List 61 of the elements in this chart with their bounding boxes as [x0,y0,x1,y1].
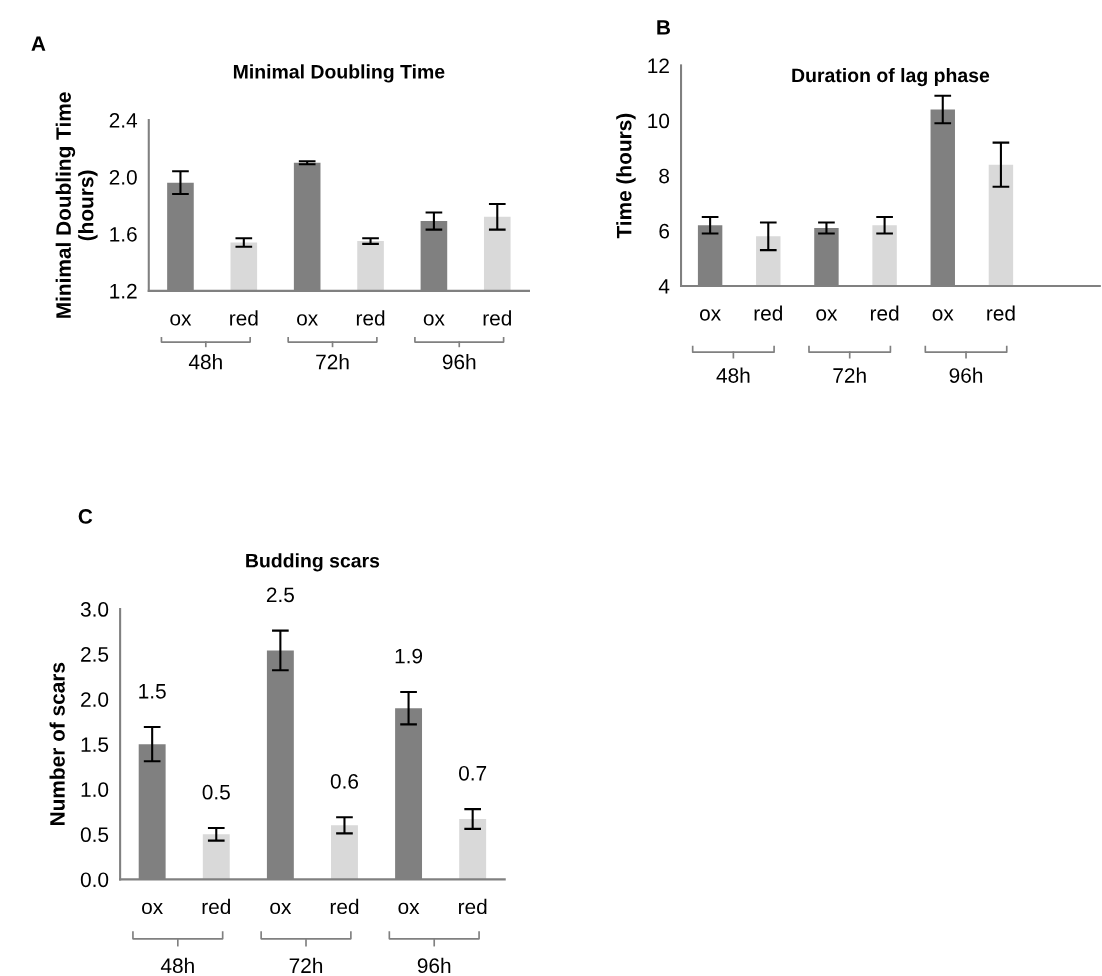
y-tick-label: 1.0 [81,782,109,798]
y-tick-label: 1.2 [110,283,137,299]
x-tick-label: ox [270,902,292,915]
y-tick-label: 2.5 [81,647,109,662]
text: B [657,20,671,35]
y-axis-title: Minimal Doubling Time (hours) [55,92,98,318]
y-tick-label: 12 [648,58,669,73]
data-label: 0.5 [202,784,230,800]
x-tick-label: ox [816,309,838,321]
y-tick-label: 4 [658,279,670,294]
x-tick-label: red [330,898,359,915]
text: C [78,509,93,524]
bar [459,819,487,880]
text: A [31,36,46,51]
y-tick-label: 2.0 [109,169,137,185]
y-tick-label: 8 [659,168,670,184]
data-label: 0.6 [330,773,359,789]
x-tick-label: red [870,305,899,321]
x-tick-label: red [754,305,782,321]
bar [202,834,230,880]
x-tick-label: red [356,310,385,326]
y-tick-label: 1.5 [81,737,109,752]
y-tick-label: 0.5 [80,827,109,843]
x-tick-label: ox [142,902,163,915]
x-tick-label: red [202,898,230,915]
text: 72h [833,367,866,383]
y-tick-label: 2.4 [109,113,138,128]
y-tick-label: 10 [648,113,670,129]
x-tick-label: ox [699,309,721,321]
x-tick-label: ox [170,314,192,326]
bar [331,825,358,880]
y-tick-label: 6 [659,223,670,239]
y-axis-title: Number of scars [49,662,65,826]
x-tick-label: red [483,310,511,326]
text: 48h [160,957,194,974]
text: 48h [716,367,750,383]
x-tick-label: ox [297,314,318,326]
y-tick-label: 0.0 [80,872,109,888]
y-axis-title: Time (hours) [616,113,636,239]
text: 72h [316,354,349,370]
x-tick-label: red [987,305,1015,321]
chart-title: Minimal Doubling Time [233,64,445,83]
data-label: 2.5 [266,587,294,603]
x-tick-label: ox [932,309,954,321]
text: 96h [442,354,476,370]
x-tick-label: red [230,310,258,326]
y-tick-label: 2.0 [81,692,109,707]
data-label: 1.9 [395,648,423,664]
text: 72h [289,957,323,973]
x-tick-label: red [459,898,487,915]
x-tick-label: ox [398,902,420,915]
text: 96h [417,957,451,974]
chart-title: Budding scars [246,553,380,572]
text: 48h [188,354,222,370]
data-label: 0.7 [459,765,487,781]
data-label: 1.5 [139,684,166,699]
y-tick-label: 1.6 [110,226,137,242]
text: 96h [949,367,983,383]
y-tick-label: 3.0 [80,602,109,617]
x-tick-label: ox [423,314,445,326]
chart-title: Duration of lag phase [792,67,990,87]
